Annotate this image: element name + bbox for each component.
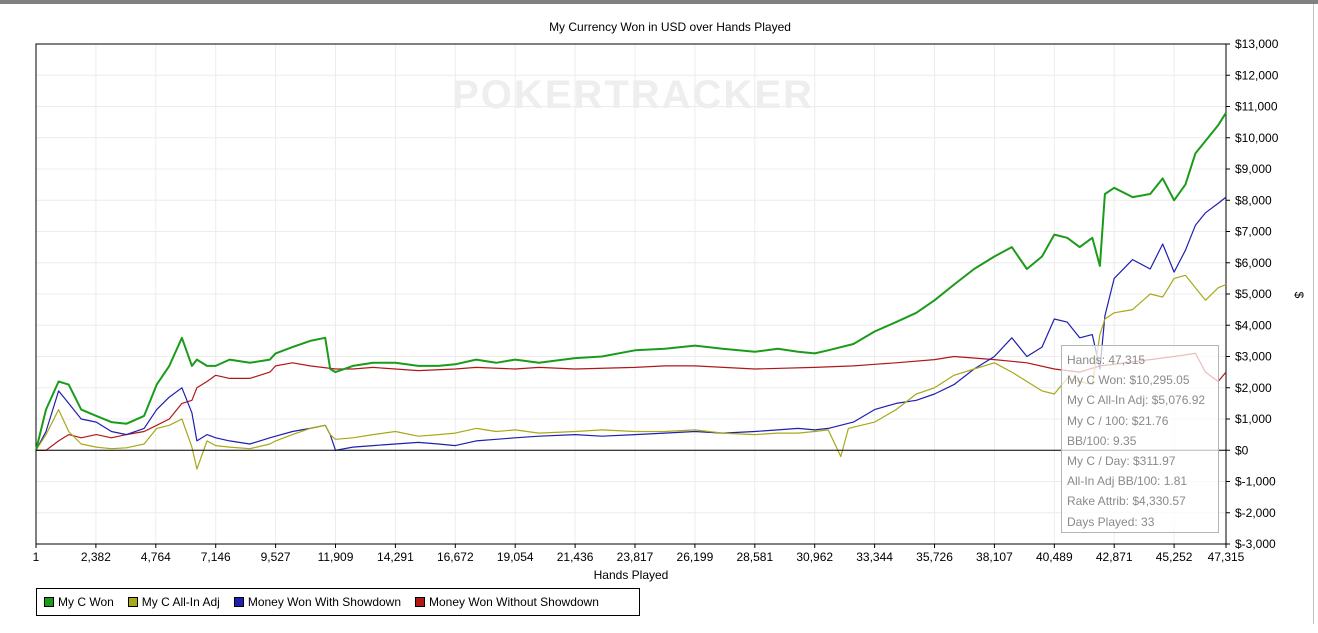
x-tick-label: 40,489 (1036, 550, 1073, 564)
y-tick-label: $12,000 (1235, 68, 1279, 82)
legend-swatch (415, 597, 426, 607)
legend-item: Money Won Without Showdown (415, 595, 599, 609)
y-tick-label: $5,000 (1235, 287, 1272, 301)
tooltip-line: Days Played: 33 (1067, 514, 1155, 529)
x-axis: 1 2,382 4,764 7,146 9,527 11,909 14,291 16,672 1… (33, 544, 1245, 564)
series-line-0 (35, 112, 1227, 451)
legend-swatch (233, 597, 244, 607)
y-tick-label: $-2,000 (1235, 506, 1276, 520)
legend-label: Money Won With Showdown (247, 595, 402, 609)
x-tick-label: 1 (33, 550, 40, 564)
y-tick-label: $7,000 (1235, 225, 1272, 239)
y-tick-label: $8,000 (1235, 193, 1272, 207)
x-tick-label: 9,527 (261, 550, 291, 564)
legend-label: Money Won Without Showdown (429, 595, 599, 609)
watermark: POKERTRACKER (452, 73, 814, 117)
y-tick-label: $3,000 (1235, 350, 1272, 364)
y-axis: $13,000 $12,000 $11,000 $10,000 $9,000 $8,000… (1226, 37, 1279, 551)
y-tick-label: $0 (1235, 443, 1249, 457)
legend-item: My C All-In Adj (127, 595, 220, 609)
x-tick-label: 23,817 (617, 550, 654, 564)
x-tick-label: 4,764 (141, 550, 171, 564)
x-tick-label: 42,871 (1096, 550, 1133, 564)
y-tick-label: $6,000 (1235, 256, 1272, 270)
x-tick-label: 35,726 (916, 550, 953, 564)
legend-item: My C Won (44, 595, 114, 609)
x-tick-label: 16,672 (437, 550, 474, 564)
x-tick-label: 30,962 (796, 550, 833, 564)
series-line-1 (35, 274, 1227, 470)
x-tick-label: 11,909 (318, 550, 354, 564)
x-tick-label: 21,436 (557, 550, 594, 564)
legend-swatch (127, 597, 138, 607)
tooltip-line: My C / Day: $311.97 (1067, 453, 1176, 468)
chart-grid (35, 43, 1227, 545)
tooltip-line: Hands: 47,315 (1067, 353, 1146, 367)
series-line-3 (36, 352, 1227, 451)
x-tick-label: 14,291 (377, 550, 414, 564)
series-lines (35, 112, 1227, 470)
y-tick-label: $-3,000 (1235, 537, 1276, 551)
x-tick-label: 38,107 (976, 550, 1013, 564)
legend-label: My C All-In Adj (141, 595, 220, 609)
tooltip-line: BB/100: 9.35 (1067, 433, 1137, 448)
tooltip-line: My C Won: $10,295.05 (1067, 373, 1190, 388)
y-tick-label: $10,000 (1235, 131, 1279, 145)
series-line-2 (35, 196, 1227, 451)
x-tick-label: 2,382 (81, 550, 111, 564)
legend: My C Won My C All-In Adj Money Won With Sh… (36, 588, 640, 616)
tooltip-line: My C All-In Adj: $5,076.92 (1067, 393, 1206, 408)
tooltip-line: My C / 100: $21.76 (1067, 413, 1169, 428)
x-tick-label: 45,252 (1156, 550, 1193, 564)
y-tick-label: $2,000 (1235, 381, 1272, 395)
x-tick-label: 28,581 (736, 550, 773, 564)
y-tick-label: $-1,000 (1235, 475, 1276, 489)
y-axis-title: $ (1292, 292, 1306, 299)
x-tick-label: 19,054 (497, 550, 534, 564)
y-tick-label: $4,000 (1235, 318, 1272, 332)
x-axis-title: Hands Played (594, 568, 669, 582)
tooltip-line: All-In Adj BB/100: 1.81 (1067, 474, 1188, 489)
legend-label: My C Won (58, 595, 114, 609)
stats-tooltip: Hands: 47,315 My C Won: $10,295.05 My C Al… (1061, 345, 1219, 533)
x-tick-label: 33,344 (856, 550, 893, 564)
y-tick-label: $11,000 (1235, 100, 1278, 114)
panel-right-border (1313, 4, 1314, 624)
legend-item: Money Won With Showdown (233, 595, 402, 609)
x-tick-label: 47,315 (1208, 550, 1245, 564)
tooltip-line: Rake Attrib: $4,330.57 (1067, 494, 1186, 509)
chart-title: My Currency Won in USD over Hands Played (549, 20, 791, 34)
window-top-border (0, 0, 1318, 4)
x-tick-label: 7,146 (201, 550, 231, 564)
y-tick-label: $9,000 (1235, 162, 1272, 176)
y-tick-label: $1,000 (1235, 412, 1272, 426)
legend-swatch (44, 597, 54, 607)
y-tick-label: $13,000 (1235, 37, 1279, 51)
x-tick-label: 26,199 (677, 550, 714, 564)
